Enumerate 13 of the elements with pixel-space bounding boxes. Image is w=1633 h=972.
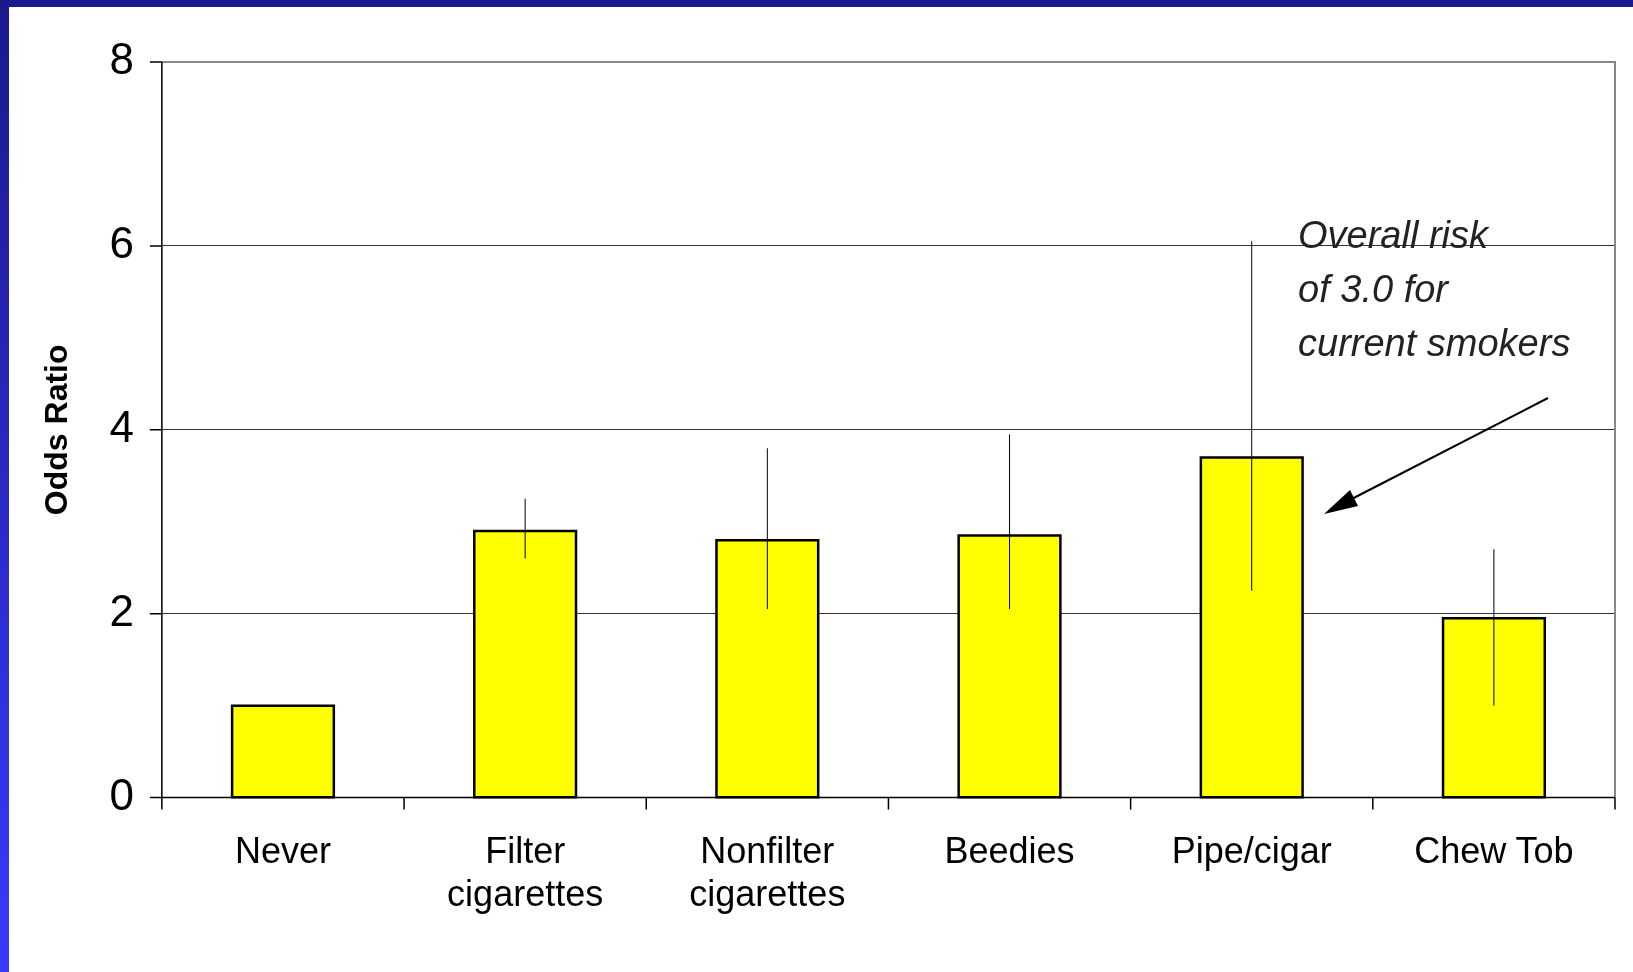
x-tick-label: Pipe/cigar xyxy=(1171,830,1332,872)
y-tick-label: 6 xyxy=(109,218,134,268)
y-tick-label: 4 xyxy=(109,401,134,451)
x-tick-label: Nonfilter cigarettes xyxy=(689,830,846,915)
annotation: Overall risk of 3.0 for current smokers xyxy=(1298,213,1571,364)
x-tick-label: Chew Tob xyxy=(1414,830,1574,872)
y-axis-title: Odds Ratio xyxy=(38,344,75,516)
x-tick-label: Beedies xyxy=(944,830,1075,872)
y-tick-label: 0 xyxy=(109,769,134,819)
y-tick-label: 8 xyxy=(109,34,134,84)
y-tick-label: 2 xyxy=(109,585,134,635)
x-tick-label: Never xyxy=(234,830,331,872)
x-tick-label: Filter cigarettes xyxy=(447,830,604,915)
